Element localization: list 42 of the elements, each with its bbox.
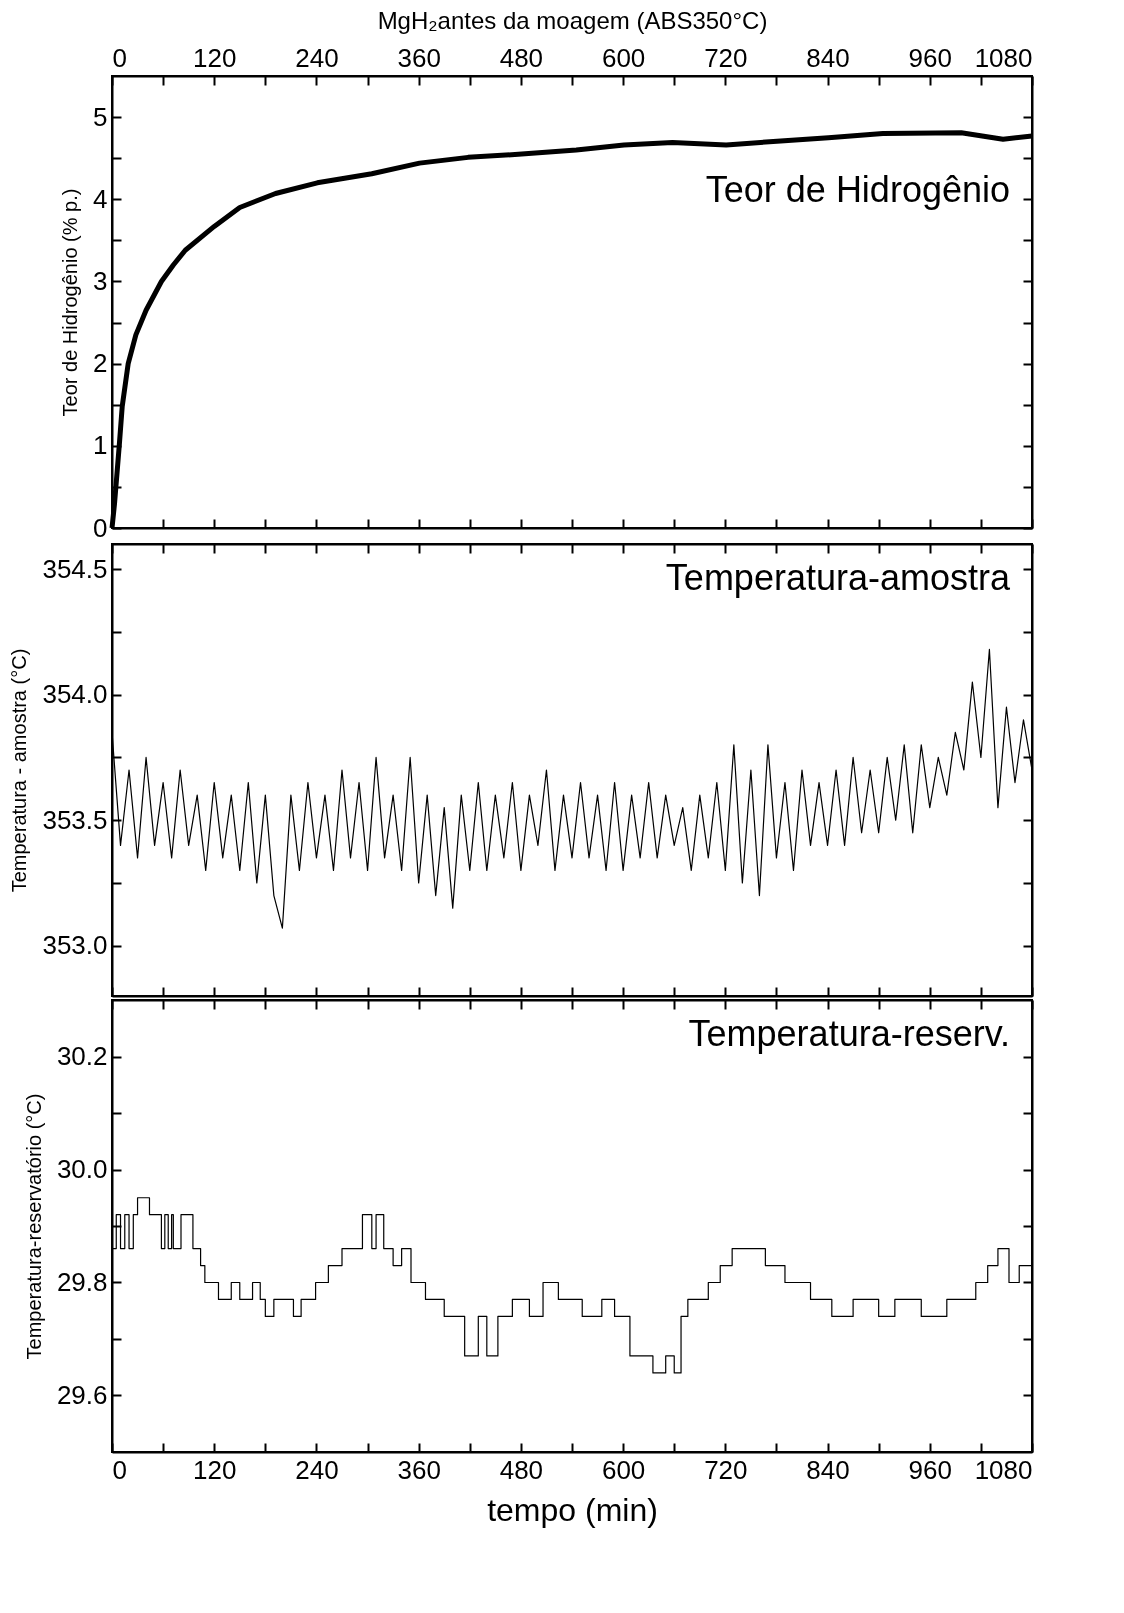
y-axis-title: Temperatura - amostra (°C) <box>8 648 31 893</box>
y-tick-label: 4 <box>93 183 108 214</box>
y-tick-label: 2 <box>93 348 108 379</box>
x-tick-label: 120 <box>193 1454 237 1485</box>
y-tick-label: 353.0 <box>42 930 108 961</box>
x-tick-label: 1080 <box>974 1454 1033 1485</box>
y-tick-label: 354.0 <box>42 679 108 710</box>
x-tick-label: 840 <box>806 1454 850 1485</box>
y-tick-label: 353.5 <box>42 804 108 835</box>
x-tick-label: 960 <box>908 1454 952 1485</box>
y-axis-title: Teor de Hidrogênio (% p.) <box>59 188 82 417</box>
x2-tick-label: 720 <box>704 42 748 73</box>
annotation: Temperatura-reserv. <box>688 1013 1010 1054</box>
x2-axis-title: MgH₂antes da moagem (ABS350°C) <box>377 6 768 34</box>
x2-tick-label: 0 <box>112 42 127 73</box>
x2-tick-label: 840 <box>806 42 850 73</box>
x-tick-label: 240 <box>295 1454 339 1485</box>
y-tick-label: 29.8 <box>56 1267 108 1297</box>
y-tick-label: 354.5 <box>42 553 108 584</box>
y-tick-label: 5 <box>93 101 108 132</box>
y-tick-label: 30.2 <box>56 1041 108 1071</box>
annotation: Teor de Hidrogênio <box>705 169 1010 210</box>
y-tick-label: 0 <box>93 512 108 543</box>
x2-tick-label: 120 <box>193 42 237 73</box>
y-tick-label: 1 <box>93 430 108 461</box>
y-tick-label: 29.6 <box>56 1380 108 1410</box>
x2-tick-label: 1080 <box>974 42 1033 73</box>
x-tick-label: 0 <box>112 1454 127 1485</box>
x2-tick-label: 600 <box>601 42 646 73</box>
annotation: Temperatura-amostra <box>665 557 1011 598</box>
y-axis-title: Temperatura-reservatório (°C) <box>22 1093 45 1360</box>
y-tick-label: 3 <box>93 265 108 296</box>
x-tick-label: 600 <box>601 1454 646 1485</box>
x2-tick-label: 960 <box>908 42 952 73</box>
x2-tick-label: 480 <box>499 42 544 73</box>
x-tick-label: 360 <box>397 1454 441 1485</box>
x-tick-label: 720 <box>704 1454 748 1485</box>
x2-tick-label: 360 <box>397 42 441 73</box>
x-axis-title: tempo (min) <box>487 1491 658 1528</box>
y-tick-label: 30.0 <box>56 1154 108 1184</box>
x-tick-label: 480 <box>499 1454 544 1485</box>
x2-tick-label: 240 <box>295 42 339 73</box>
